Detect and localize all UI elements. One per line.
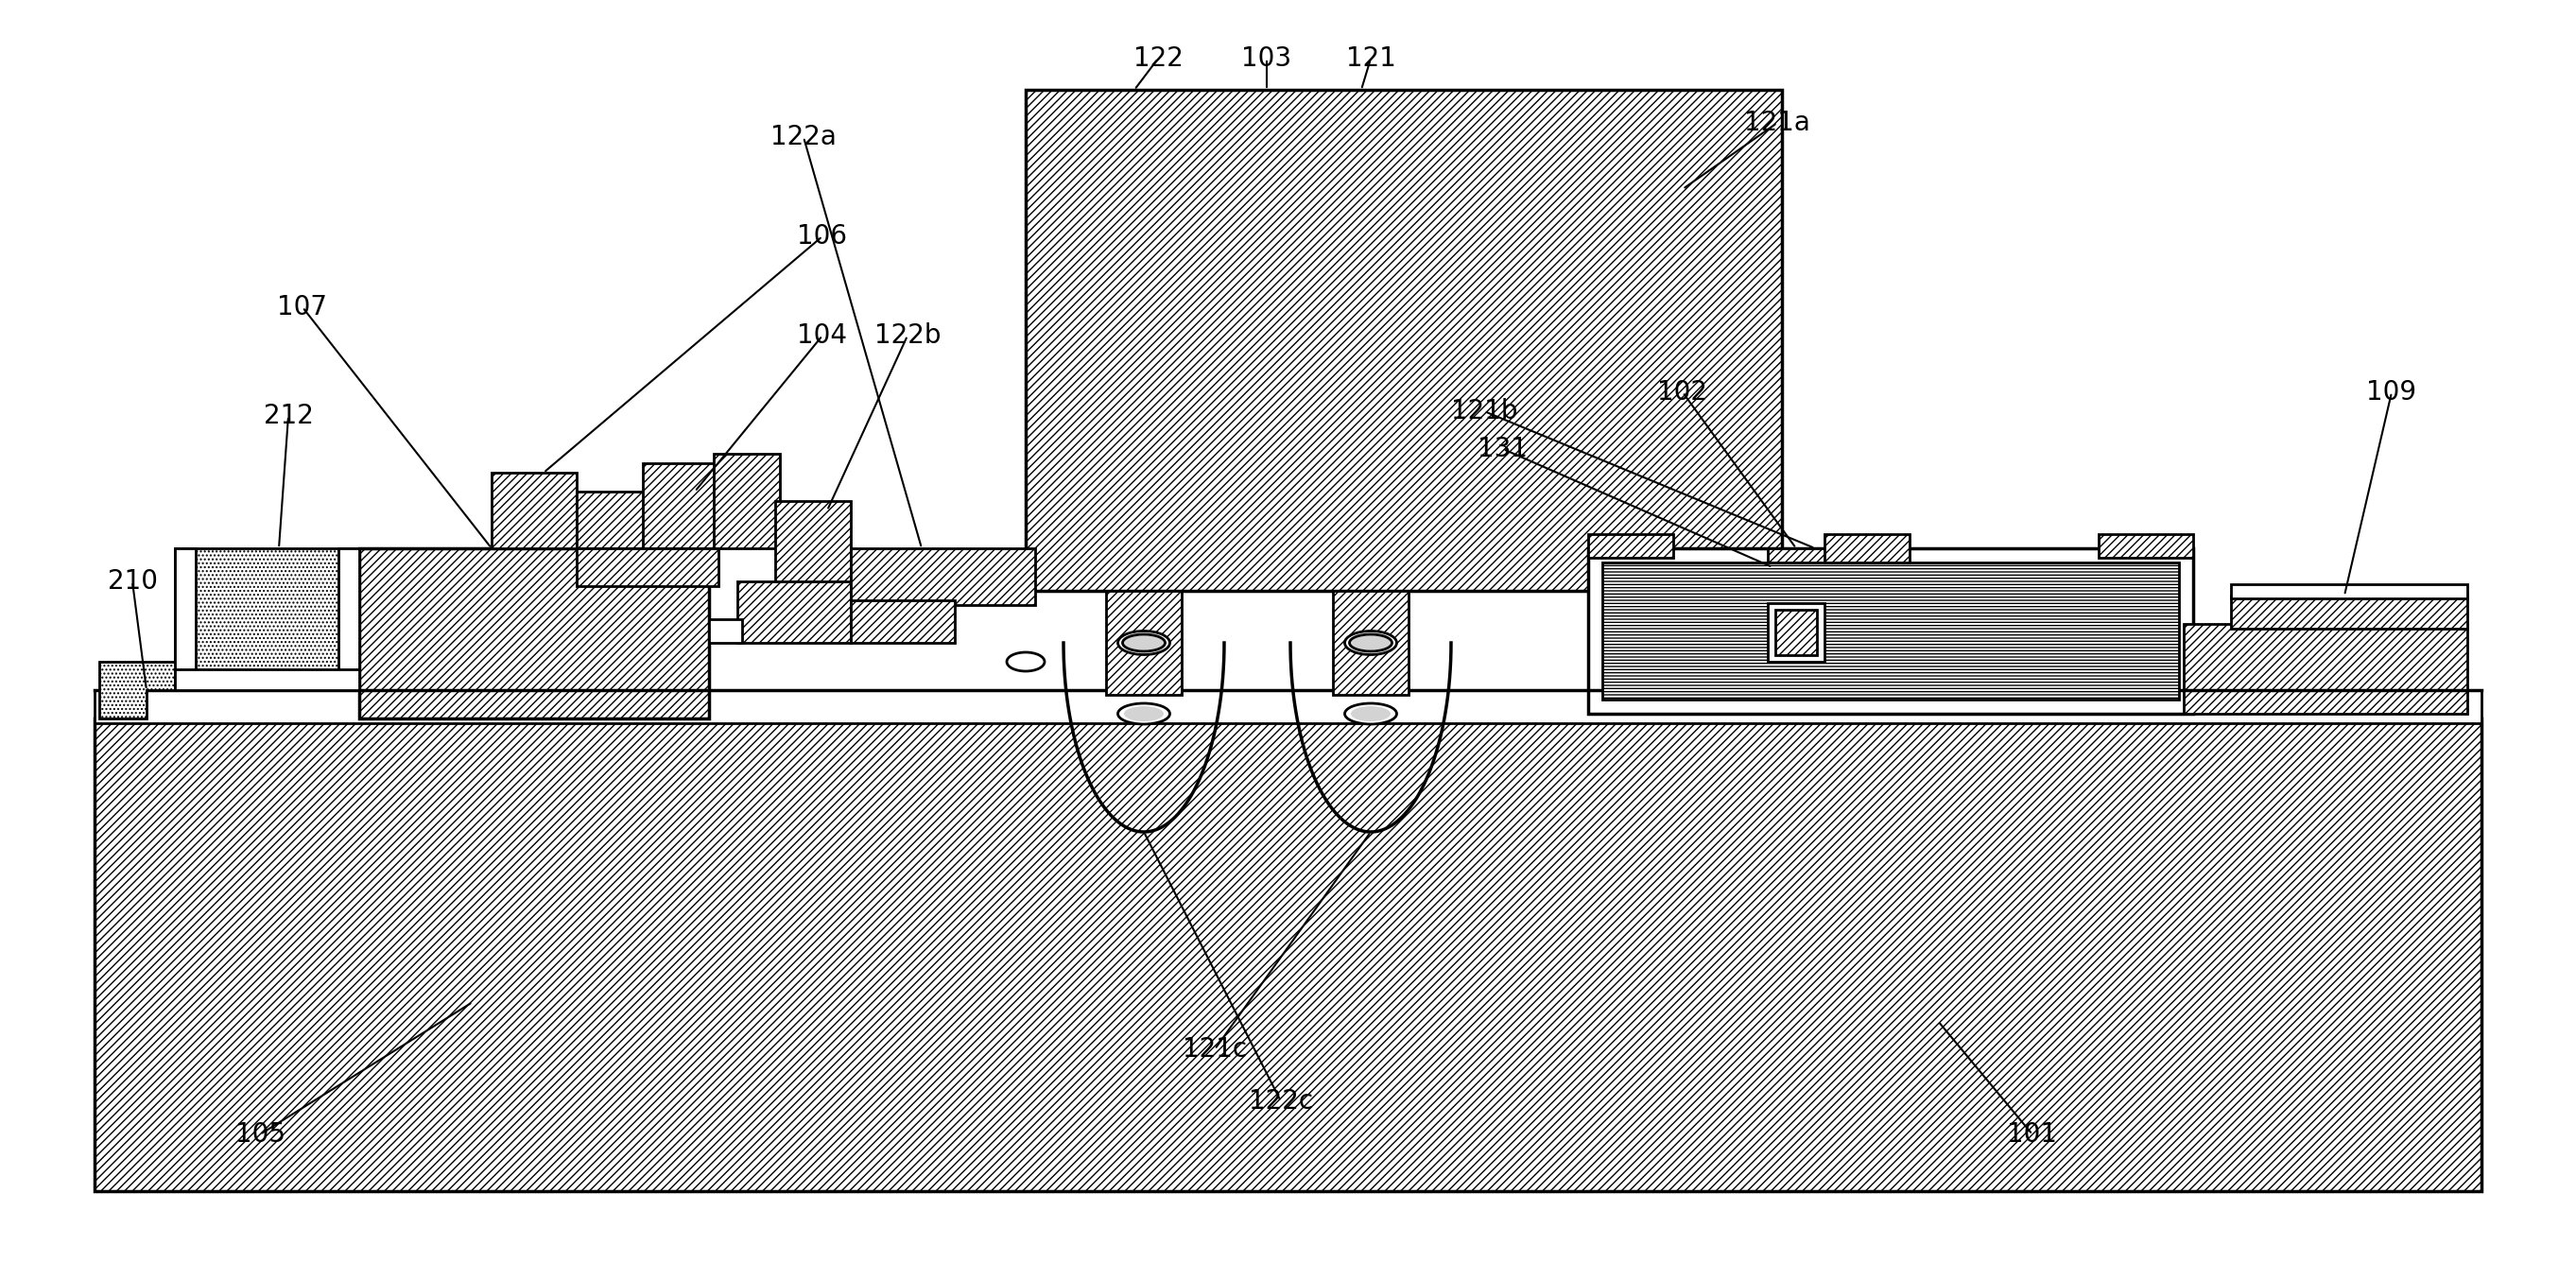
Text: 121c: 121c [1182, 1036, 1247, 1062]
Polygon shape [100, 662, 180, 718]
Bar [737, 581, 850, 643]
Text: 122b: 122b [873, 323, 940, 349]
Bar [2231, 584, 2468, 599]
Bar [1332, 591, 1409, 695]
Text: 101: 101 [2007, 1121, 2058, 1148]
Bar [644, 463, 719, 548]
Text: 212: 212 [263, 403, 314, 429]
Text: 121a: 121a [1744, 110, 1811, 136]
Bar [492, 472, 577, 548]
Bar [775, 500, 850, 586]
Ellipse shape [1345, 703, 1396, 724]
Text: 109: 109 [2367, 379, 2416, 406]
Ellipse shape [1350, 635, 1391, 652]
Bar [2184, 623, 2468, 714]
Bar [1767, 548, 1873, 643]
Bar [1025, 90, 1783, 591]
Bar [2099, 534, 2192, 558]
Bar [577, 548, 719, 586]
Bar [714, 454, 781, 548]
Bar [1105, 591, 1182, 695]
Bar [175, 548, 196, 690]
Text: 210: 210 [108, 568, 157, 595]
Bar [850, 548, 1036, 605]
Ellipse shape [1118, 631, 1170, 654]
Ellipse shape [1123, 707, 1164, 722]
Bar [95, 690, 2481, 723]
Ellipse shape [1007, 653, 1046, 671]
Bar [850, 600, 956, 643]
Text: 122: 122 [1133, 45, 1182, 72]
Ellipse shape [1350, 707, 1391, 722]
Bar [337, 548, 358, 690]
Bar [175, 669, 358, 690]
Text: 131: 131 [1479, 435, 1528, 462]
Bar [358, 548, 708, 718]
Text: 122c: 122c [1249, 1088, 1314, 1115]
Bar [1824, 534, 1909, 562]
Text: 122a: 122a [770, 124, 837, 150]
Text: 107: 107 [278, 294, 327, 320]
Ellipse shape [1123, 635, 1164, 652]
Bar [95, 718, 2481, 1192]
Text: 103: 103 [1242, 45, 1291, 72]
Bar [577, 492, 647, 548]
Bar [1767, 603, 1824, 662]
Bar [1775, 609, 1816, 655]
Text: 105: 105 [234, 1121, 286, 1148]
Bar [2231, 595, 2468, 628]
Text: 102: 102 [1656, 379, 1708, 406]
Ellipse shape [1345, 631, 1396, 654]
Bar [1589, 534, 1674, 558]
Ellipse shape [1118, 703, 1170, 724]
Text: 121: 121 [1345, 45, 1396, 72]
Text: 121b: 121b [1450, 398, 1517, 425]
Text: 104: 104 [799, 323, 848, 349]
Text: 106: 106 [799, 223, 848, 250]
Bar [1602, 562, 2179, 700]
Bar [1589, 548, 2192, 714]
Bar [175, 548, 363, 690]
Bar [708, 620, 742, 643]
